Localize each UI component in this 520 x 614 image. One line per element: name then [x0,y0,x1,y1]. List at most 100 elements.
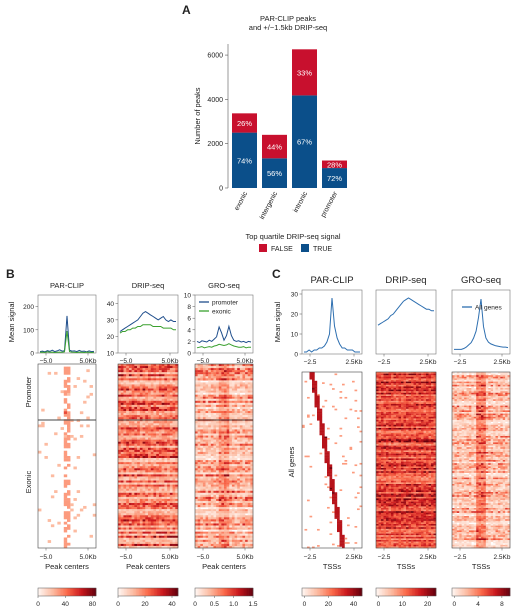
b-heatmap-3-cell [208,404,212,408]
b-heatmap-2-cell [153,435,157,438]
b-heatmap-3-cell [247,472,251,475]
b-heatmap-2-cell [161,453,165,457]
b-heatmap-3-cell [210,482,214,485]
b-heatmap-3-cell [231,490,235,493]
c-heatmap-1-cell [357,492,360,494]
b-heatmap-2-cell [164,368,168,371]
b-heatmap-2-cell [158,476,162,479]
b-heatmap-3-cell [226,374,230,377]
b-heatmap-2-cell [131,533,135,536]
b-heatmap-3-cell [239,527,243,530]
b-heatmap-3-cell [226,437,230,440]
b-heatmap-3-cell [229,408,233,412]
b-heatmap-3-cell [218,498,222,502]
b-heatmap-3-cell [205,539,209,543]
b-heatmap-2-cell [123,372,127,375]
b-heatmap-1-cell [63,521,68,525]
b-heatmap-2-cell [134,484,138,487]
b-heatmap-2-cell [139,488,143,491]
b-heatmap-3-cell [195,411,198,414]
b-heatmap-3-cell [224,488,227,491]
b-heatmap-2-cell [164,521,168,524]
b-heatmap-2-cell [153,374,157,377]
b-heatmap-2-cell [118,408,121,412]
b-heatmap-3-cell [213,374,217,377]
b-heatmap-2-cell [150,462,154,465]
b-heatmap-3-cell [234,543,238,547]
b-heatmap-3-cell [242,390,246,393]
b-heatmap-3-cell [247,392,251,395]
c-heatmap-2-cell [378,389,382,392]
b-heatmap-2-cell [175,372,179,375]
b-heatmap-2-cell [150,482,154,485]
c-heatmap-1-cell [329,470,333,472]
b-heatmap-2-cell [167,523,171,526]
b-heatmap-3-cell [197,390,201,393]
b-heatmap-3-cell [250,535,254,538]
b-heatmap-2-cell [120,394,124,397]
b-heatmap-3-cell [242,415,246,418]
b-heatmap-2-cell [120,370,124,373]
b-heatmap-3-cell [216,370,219,373]
b-heatmap-2-cell [150,425,154,428]
b-heatmap-3-cell [229,511,233,514]
b-heatmap-3-cell [218,368,222,371]
b-heatmap-3-cell [226,456,230,459]
b-heatmap-2-cell [158,464,162,467]
c-heatmap-1-cell [349,446,353,449]
b-heatmap-2-cell [148,453,151,457]
b-heatmap-2-cell [156,478,160,481]
b-heatmap-3-cell [218,364,222,367]
b-heatmap-2-cell [175,515,179,518]
c-heatmap-1-cell [332,511,335,513]
b-heatmap-1-cell [44,456,48,459]
b-heatmap-2-cell [145,429,149,432]
b-heatmap-3-cell [202,456,206,459]
b-heatmap-2-cell [145,380,149,383]
b-heatmap-3-cell [234,366,238,369]
b-heatmap-3-cell [216,417,219,420]
b-heatmap-3-cell [229,494,233,498]
b-profile-2-x-tick-label: −5.0 [120,358,133,365]
b-heatmap-1-cell [57,521,61,525]
b-heatmap-2-cell [139,517,143,520]
b-heatmap-3-cell [231,423,235,426]
b-heatmap-3-cell [245,515,248,518]
b-heatmap-2-cell [131,494,135,498]
c-heatmap-2-cell [393,376,397,379]
b-heatmap-2-cell [137,517,141,520]
b-heatmap-2-cell [150,492,154,496]
b-heatmap-2-cell [156,525,160,528]
c-heatmap-1-cell [327,461,330,464]
b-heatmap-3-cell [234,374,238,377]
b-heatmap-3-cell [200,378,204,381]
b-heatmap-3-cell [195,445,198,449]
b-heatmap-2-cell [139,478,143,481]
b-heatmap-2-cell [169,511,173,514]
b-heatmap-2-cell [126,406,130,410]
b-heatmap-3-cell [224,390,227,393]
b-heatmap-3-cell [216,486,219,489]
b-heatmap-2-cell [118,386,121,389]
b-heatmap-3-cell [216,460,219,463]
c-heatmap-1-cell [359,474,363,477]
b-heatmap-2-cell [142,406,146,410]
b-heatmap-2-cell [172,400,176,404]
c-heatmap-2-cell [413,384,417,387]
b-heatmap-2-cell [172,529,176,532]
b-heatmap-3-cell [242,425,246,428]
b-heatmap-2-cell [118,437,121,440]
b-heatmap-2-cell [142,515,146,518]
c-heatmap-1-cell [317,414,320,417]
b-heatmap-x-label: Peak centers [45,562,89,571]
b-heatmap-3-cell [247,513,251,516]
b-heatmap-3-cell [202,492,206,496]
c-heatmap-2-cell [381,380,384,382]
b-heatmap-2-cell [134,429,138,432]
c-heatmap-1-cell [314,404,318,406]
c-heatmap-2-cell [391,392,394,395]
b-heatmap-3-cell [245,488,248,491]
b-heatmap-3-cell [229,472,233,475]
b-heatmap-3-cell [202,366,206,369]
b-heatmap-2-cell [167,486,171,489]
